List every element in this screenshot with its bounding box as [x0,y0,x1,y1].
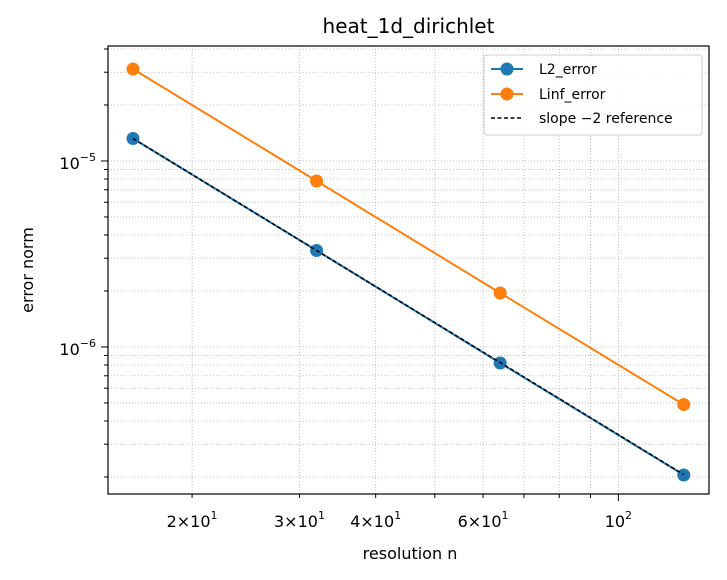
series-2-point [126,62,140,76]
legend-marker-linf [500,87,514,101]
series-2-point [310,174,324,188]
y-axis-label: error norm [18,227,37,313]
y-tick-label: 10−6 [59,337,96,359]
series-2-point [677,398,691,412]
legend-label-linf: Linf_error [539,87,606,103]
plot-frame [107,45,710,495]
series-2-line [132,68,685,406]
legend-entry-linf: Linf_error [491,87,606,103]
legend-entry-reference: slope −2 reference [491,111,673,127]
y-tick-label: 10−5 [59,151,96,173]
x-tick-label: 102 [605,509,632,531]
x-tick-label: 4×101 [350,509,401,531]
grid [108,46,709,494]
series-1-point [677,468,691,482]
chart-title: heat_1d_dirichlet [323,14,495,38]
axis-ticks: 2×101 3×101 4×101 6×101 102 10−5 10−6 [59,48,632,531]
series-2-point [493,286,507,300]
legend-entry-l2: L2_error [491,62,597,78]
x-axis-label: resolution n [363,544,458,563]
series-layer [126,62,691,482]
legend: L2_error Linf_error slope −2 reference [483,54,703,136]
legend-box [483,54,703,136]
x-tick-label: 3×101 [274,509,325,531]
legend-label-l2: L2_error [539,62,597,78]
reference-line [132,137,685,476]
x-tick-label: 6×101 [458,509,509,531]
series-1-point [126,132,140,146]
x-tick-label: 2×101 [167,509,218,531]
legend-marker-l2 [500,62,514,76]
legend-label-reference: slope −2 reference [539,111,673,127]
